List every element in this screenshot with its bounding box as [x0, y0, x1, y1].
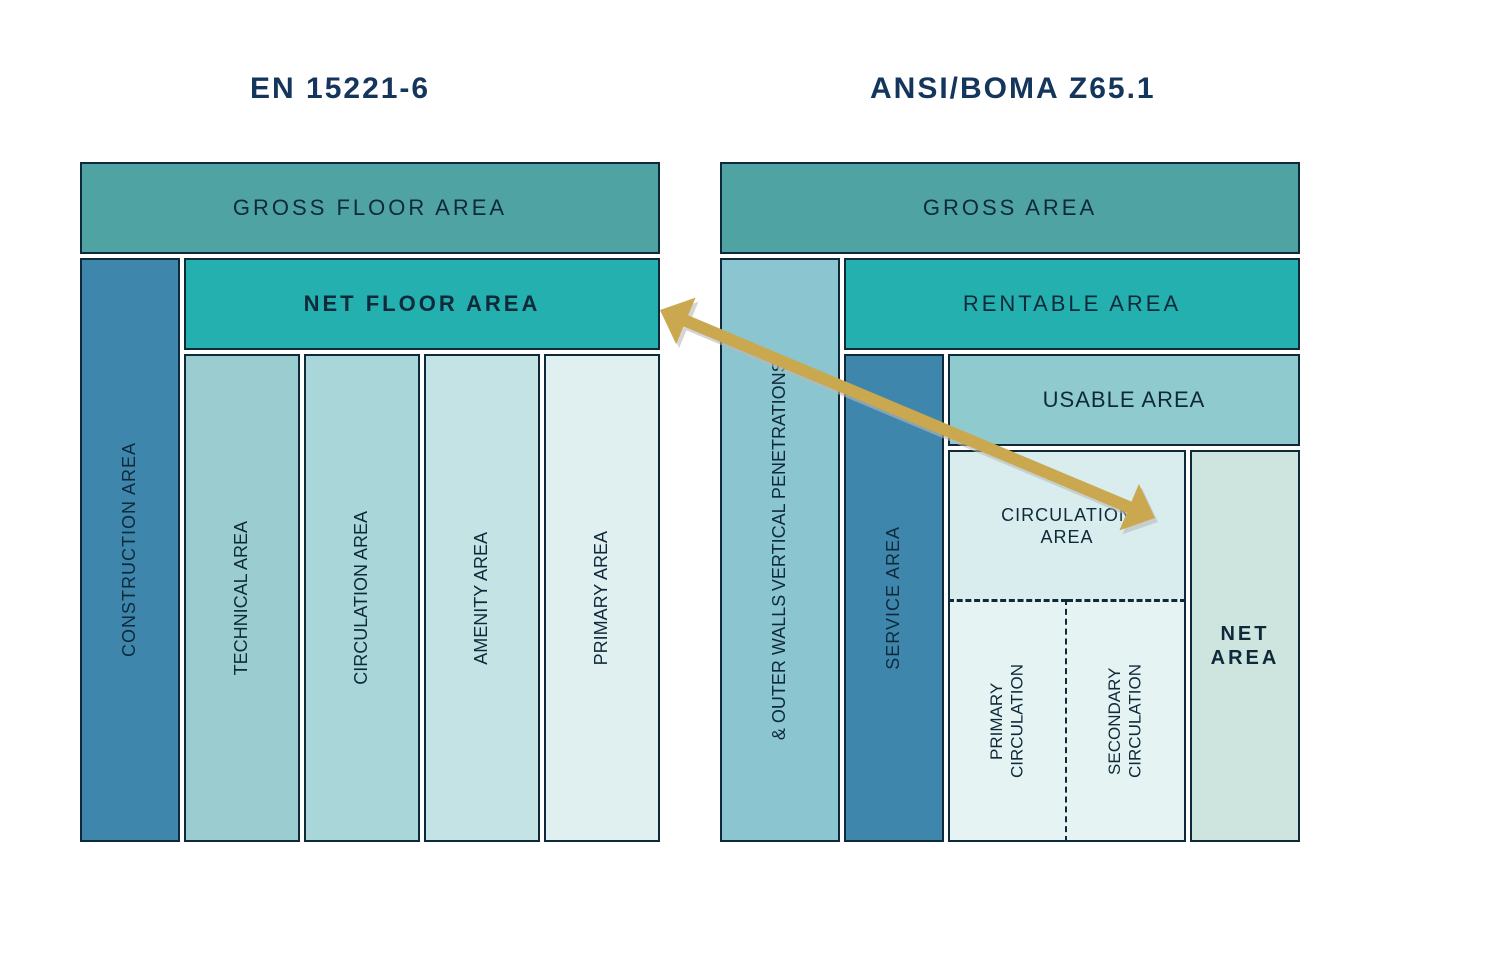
- title-left: EN 15221-6: [250, 72, 430, 106]
- left-net-floor-area: NET FLOOR AREA: [184, 258, 660, 350]
- label-right-rentable: RENTABLE AREA: [963, 291, 1181, 317]
- label-left-construction: CONSTRUCTION AREA: [119, 442, 141, 657]
- label-right-gross: GROSS AREA: [923, 195, 1097, 221]
- label-right-vertical-wrap: & OUTER WALLS VERTICAL PENETRATIONS: [769, 360, 791, 740]
- left-gross-floor-area: GROSS FLOOR AREA: [80, 162, 660, 254]
- left-col-0: TECHNICAL AREA: [184, 354, 300, 842]
- right-rentable-area: RENTABLE AREA: [844, 258, 1300, 350]
- right-secondary-circulation: SECONDARY CIRCULATION: [1067, 599, 1186, 842]
- right-circulation-label-box: CIRCULATION AREA: [950, 452, 1184, 601]
- left-col-3: PRIMARY AREA: [544, 354, 660, 842]
- title-right: ANSI/BOMA Z65.1: [870, 72, 1156, 106]
- label-right-primary-circ: PRIMARY CIRCULATION: [987, 664, 1028, 778]
- right-primary-circulation: PRIMARY CIRCULATION: [948, 599, 1067, 842]
- right-service-area: SERVICE AREA: [844, 354, 944, 842]
- label-right-vertical-1: & OUTER WALLS: [769, 595, 791, 740]
- label-left-col-3: PRIMARY AREA: [591, 531, 613, 665]
- label-right-usable: USABLE AREA: [1043, 387, 1206, 413]
- label-right-secondary-circ: SECONDARY CIRCULATION: [1105, 664, 1146, 778]
- right-net-area: NET AREA: [1190, 450, 1300, 842]
- left-construction-area: CONSTRUCTION AREA: [80, 258, 180, 842]
- label-right-vertical-2: VERTICAL PENETRATIONS: [769, 360, 791, 591]
- label-left-net: NET FLOOR AREA: [304, 291, 541, 317]
- left-col-1: CIRCULATION AREA: [304, 354, 420, 842]
- label-right-service: SERVICE AREA: [883, 526, 905, 670]
- right-gross-area: GROSS AREA: [720, 162, 1300, 254]
- label-left-gross: GROSS FLOOR AREA: [233, 195, 507, 221]
- label-left-col-0: TECHNICAL AREA: [231, 521, 253, 675]
- label-left-col-1: CIRCULATION AREA: [351, 511, 373, 685]
- label-left-col-2: AMENITY AREA: [471, 532, 493, 665]
- label-right-net: NET AREA: [1211, 622, 1280, 670]
- diagram-stage: EN 15221-6 ANSI/BOMA Z65.1 GROSS FLOOR ARE…: [0, 0, 1500, 966]
- right-usable-area: USABLE AREA: [948, 354, 1300, 446]
- label-right-circulation: CIRCULATION AREA: [1001, 505, 1133, 548]
- left-col-2: AMENITY AREA: [424, 354, 540, 842]
- right-vertical-penetrations: & OUTER WALLS VERTICAL PENETRATIONS: [720, 258, 840, 842]
